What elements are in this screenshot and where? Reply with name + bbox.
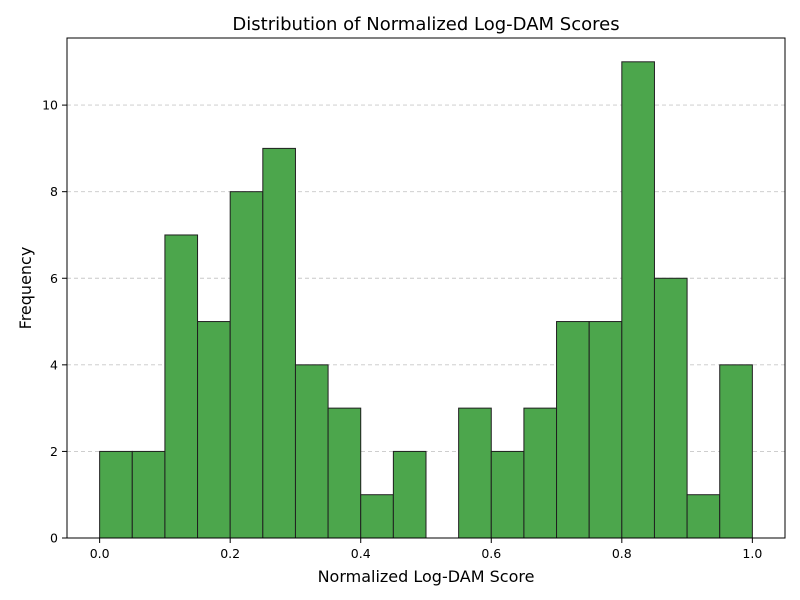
y-tick-label: 0 [50,531,58,546]
x-tick-label: 0.6 [481,546,501,561]
histogram-bar [197,321,231,539]
x-tick-label: 0.0 [90,546,110,561]
histogram-bar [621,61,655,539]
y-tick-label: 8 [50,184,58,199]
y-tick-label: 10 [42,98,58,113]
histogram-bar [458,407,492,539]
histogram-bar [229,191,264,539]
x-ticks: 0.0 0.2 0.4 0.6 0.8 1.0 [90,538,762,561]
y-tick-label: 2 [50,444,58,459]
x-tick-label: 1.0 [742,546,762,561]
x-tick-label: 0.2 [220,546,240,561]
histogram-bar [99,450,133,539]
x-tick-label: 0.4 [351,546,371,561]
histogram-bar [556,321,590,539]
histogram-bar [719,364,753,539]
bars [99,61,753,539]
x-tick-label: 0.8 [612,546,632,561]
y-tick-label: 4 [50,357,58,372]
histogram-bar [392,450,427,539]
histogram-bar [262,147,296,539]
histogram-bar [588,321,623,539]
histogram-bar [131,450,166,539]
x-axis-label: Normalized Log-DAM Score [318,567,535,586]
histogram-bar [327,407,362,539]
histogram-bar [164,234,199,539]
y-tick-label: 6 [50,271,58,286]
histogram-bar [653,277,688,539]
y-ticks: 0 2 4 6 8 10 [42,98,67,546]
histogram-bar [523,407,558,539]
histogram-bar [490,450,525,539]
histogram-bar [686,494,721,539]
histogram-bar [294,364,329,539]
y-axis-label: Frequency [16,247,35,330]
plot-frame [66,37,786,539]
histogram-bar [360,494,394,539]
chart-title: Distribution of Normalized Log-DAM Score… [232,14,619,35]
